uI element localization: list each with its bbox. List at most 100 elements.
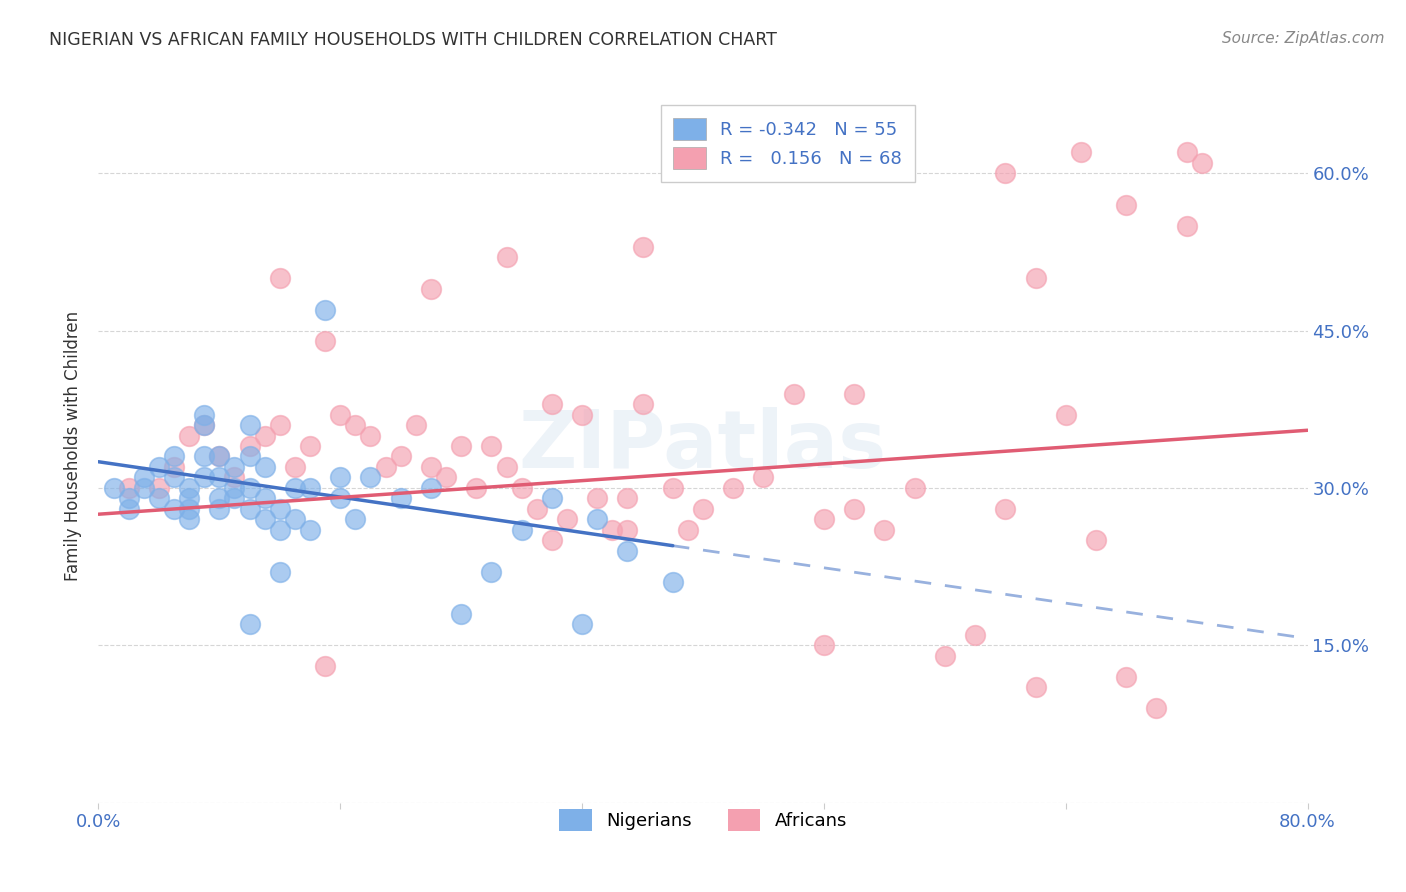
Point: [132, 481, 155, 495]
Point: [616, 491, 638, 506]
Point: [253, 428, 276, 442]
Point: [344, 417, 367, 432]
Point: [1115, 670, 1137, 684]
Point: [1024, 681, 1046, 695]
Point: [148, 491, 170, 506]
Point: [239, 502, 262, 516]
Point: [510, 523, 533, 537]
Point: [224, 481, 246, 495]
Point: [571, 617, 593, 632]
Point: [179, 491, 201, 506]
Point: [284, 512, 307, 526]
Point: [193, 417, 215, 432]
Point: [661, 575, 683, 590]
Point: [118, 481, 141, 495]
Point: [965, 628, 987, 642]
Point: [239, 617, 262, 632]
Point: [813, 639, 835, 653]
Point: [329, 408, 352, 422]
Point: [299, 523, 322, 537]
Point: [103, 481, 125, 495]
Point: [676, 523, 699, 537]
Point: [540, 397, 562, 411]
Point: [269, 565, 291, 579]
Text: ZIPatlas: ZIPatlas: [519, 407, 887, 485]
Point: [224, 470, 246, 484]
Point: [481, 565, 503, 579]
Point: [224, 460, 246, 475]
Point: [495, 250, 517, 264]
Point: [405, 417, 427, 432]
Y-axis label: Family Households with Children: Family Households with Children: [65, 311, 83, 581]
Point: [118, 491, 141, 506]
Point: [224, 491, 246, 506]
Point: [179, 502, 201, 516]
Point: [239, 439, 262, 453]
Point: [208, 502, 231, 516]
Point: [1085, 533, 1108, 548]
Point: [540, 491, 562, 506]
Point: [1144, 701, 1167, 715]
Point: [314, 334, 336, 348]
Point: [844, 386, 866, 401]
Point: [253, 512, 276, 526]
Point: [239, 450, 262, 464]
Point: [723, 481, 745, 495]
Point: [179, 428, 201, 442]
Point: [465, 481, 488, 495]
Point: [873, 523, 896, 537]
Point: [510, 481, 533, 495]
Text: Source: ZipAtlas.com: Source: ZipAtlas.com: [1222, 31, 1385, 46]
Point: [586, 491, 609, 506]
Point: [616, 544, 638, 558]
Point: [631, 239, 654, 253]
Point: [934, 648, 956, 663]
Point: [526, 502, 548, 516]
Point: [389, 450, 412, 464]
Point: [132, 470, 155, 484]
Point: [269, 417, 291, 432]
Point: [314, 659, 336, 673]
Point: [299, 439, 322, 453]
Point: [692, 502, 714, 516]
Point: [179, 512, 201, 526]
Point: [994, 502, 1017, 516]
Point: [148, 460, 170, 475]
Point: [163, 470, 186, 484]
Point: [450, 607, 472, 621]
Point: [118, 502, 141, 516]
Point: [481, 439, 503, 453]
Point: [904, 481, 927, 495]
Legend: Nigerians, Africans: Nigerians, Africans: [547, 797, 859, 844]
Point: [420, 282, 443, 296]
Point: [994, 166, 1017, 180]
Point: [208, 491, 231, 506]
Point: [253, 491, 276, 506]
Point: [1175, 145, 1198, 160]
Point: [208, 450, 231, 464]
Point: [602, 523, 624, 537]
Point: [193, 408, 215, 422]
Point: [616, 523, 638, 537]
Point: [661, 481, 683, 495]
Point: [450, 439, 472, 453]
Point: [495, 460, 517, 475]
Point: [148, 481, 170, 495]
Point: [329, 470, 352, 484]
Point: [253, 460, 276, 475]
Point: [540, 533, 562, 548]
Point: [163, 460, 186, 475]
Point: [752, 470, 775, 484]
Point: [163, 450, 186, 464]
Point: [239, 417, 262, 432]
Point: [269, 271, 291, 285]
Point: [1191, 155, 1213, 169]
Point: [193, 417, 215, 432]
Point: [193, 470, 215, 484]
Point: [844, 502, 866, 516]
Point: [1054, 408, 1077, 422]
Point: [208, 450, 231, 464]
Point: [434, 470, 457, 484]
Point: [1115, 197, 1137, 211]
Point: [420, 460, 443, 475]
